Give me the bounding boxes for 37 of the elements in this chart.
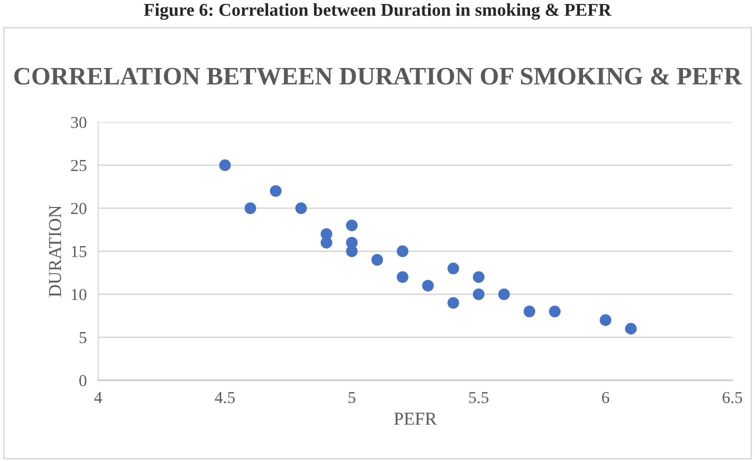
- y-tick-label: 30: [71, 116, 86, 128]
- x-tick-label: 5: [348, 392, 356, 404]
- y-tick-label: 20: [71, 202, 86, 214]
- point: [524, 306, 536, 318]
- x-axis-title: PEFR: [394, 412, 437, 425]
- point: [219, 159, 231, 171]
- point: [498, 288, 510, 300]
- y-tick-label: 0: [79, 375, 86, 386]
- point: [396, 245, 408, 258]
- point: [447, 297, 460, 309]
- x-tick-label: 6.5: [722, 392, 742, 404]
- point: [320, 236, 332, 248]
- y-tick-label: 15: [72, 246, 86, 258]
- x-tick-label: 4.5: [214, 392, 235, 404]
- point: [346, 245, 358, 258]
- y-tick-label: 10: [72, 288, 86, 300]
- point: [472, 288, 484, 300]
- point: [346, 220, 358, 232]
- x-tick-label: 4: [94, 392, 102, 403]
- y-axis-title: DURATION: [49, 206, 62, 297]
- point: [422, 280, 434, 292]
- point: [244, 202, 256, 214]
- point: [472, 271, 484, 283]
- point: [396, 271, 408, 283]
- point: [371, 254, 384, 266]
- point: [600, 314, 612, 326]
- point: [625, 322, 637, 334]
- x-tick-label: 6: [602, 392, 610, 404]
- x-tick-label: 5.5: [469, 392, 488, 404]
- caption: Figure 6: Correlation between Duration in smoking & PEFR: [144, 3, 612, 20]
- point: [270, 185, 282, 197]
- point: [548, 306, 561, 318]
- chart-title: CORRELATION BETWEEN DURATION OF SMOKING & PEFR: [14, 68, 742, 85]
- y-tick-label: 25: [71, 160, 86, 172]
- point: [295, 202, 307, 214]
- point: [447, 262, 460, 274]
- y-tick-label: 5: [80, 332, 86, 344]
